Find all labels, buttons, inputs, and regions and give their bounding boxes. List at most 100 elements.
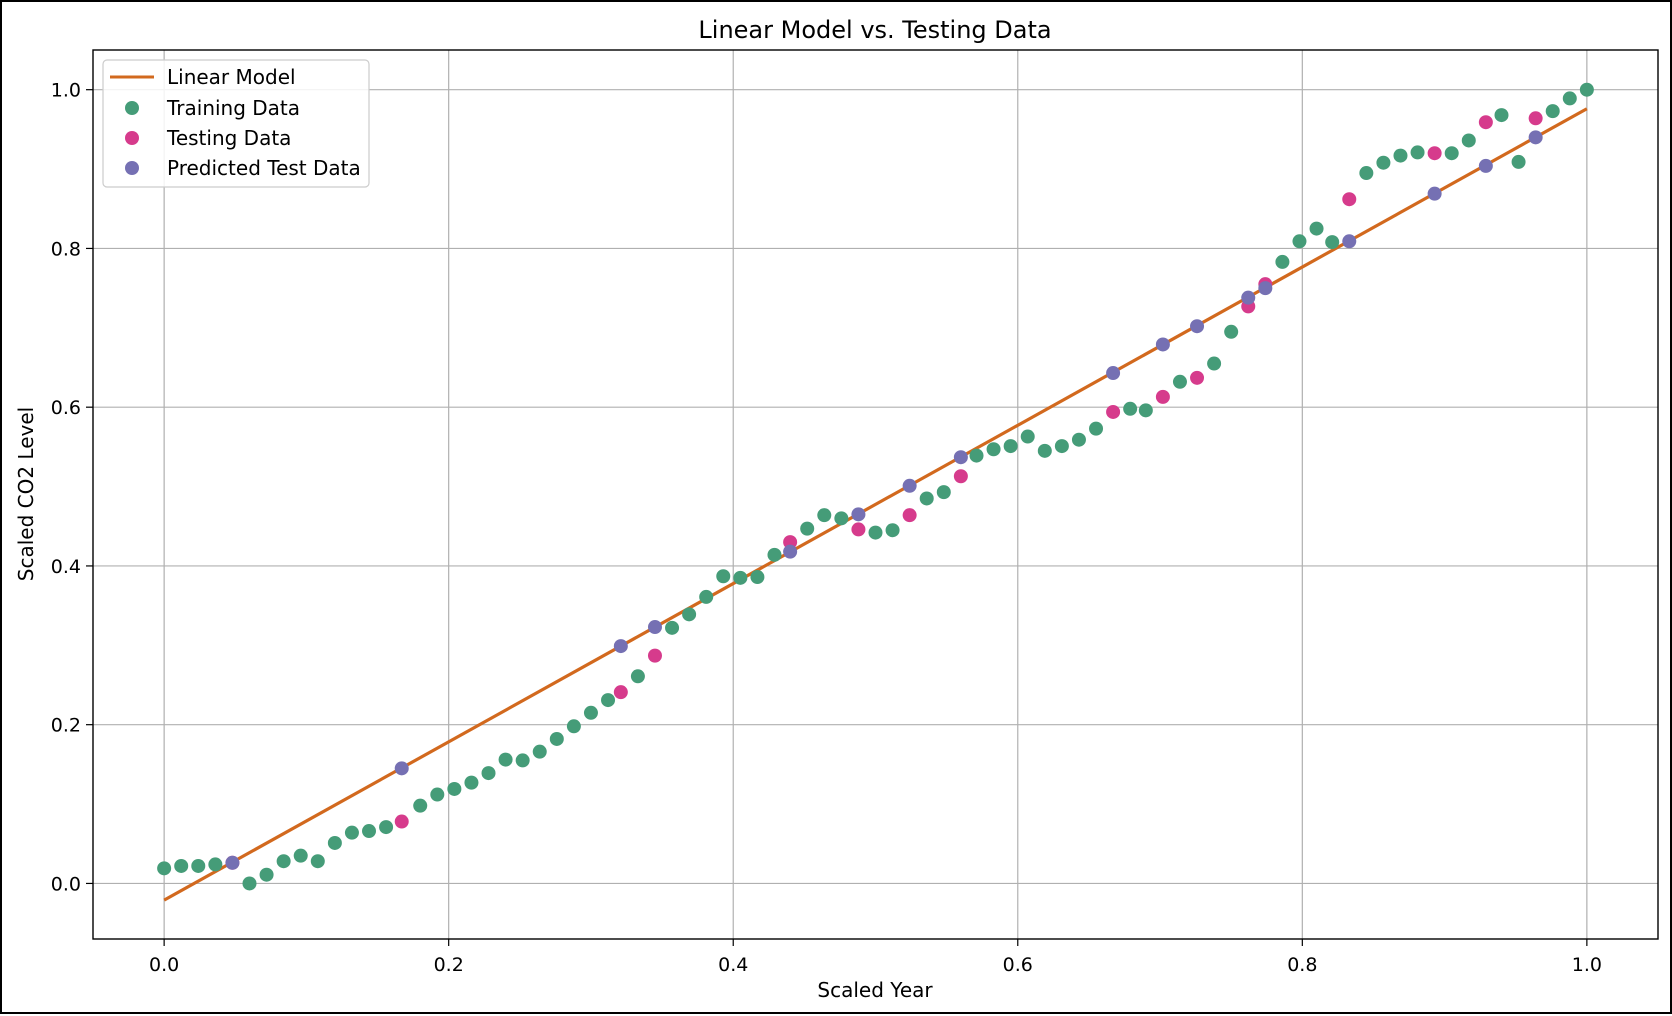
x-tick-label: 0.6 <box>1003 954 1033 976</box>
predicted-point <box>1155 337 1170 352</box>
linear-model-line <box>163 107 1588 902</box>
training-point <box>362 824 377 839</box>
y-axis-label: Scaled CO2 Level <box>14 407 38 581</box>
testing-point <box>851 522 866 537</box>
legend-swatch-testing <box>125 131 139 145</box>
training-point <box>1292 234 1307 249</box>
training-point <box>969 448 984 463</box>
predicted-point <box>851 507 866 522</box>
training-point <box>767 547 782 562</box>
training-point <box>583 705 598 720</box>
training-point <box>817 508 832 523</box>
y-tick-label: 0.0 <box>51 873 81 895</box>
testing-point <box>613 685 628 700</box>
training-point <box>1511 154 1526 169</box>
plot-area <box>92 49 1659 940</box>
x-axis: 0.0 0.2 0.4 0.6 0.8 1.0 <box>149 939 1602 976</box>
predicted-point <box>783 544 798 559</box>
training-point <box>1071 432 1086 447</box>
training-point <box>379 820 394 835</box>
training-point <box>1172 374 1187 389</box>
testing-point <box>1427 146 1442 161</box>
training-point <box>601 693 616 708</box>
training-point <box>1410 145 1425 160</box>
y-tick-label: 0.6 <box>51 397 81 419</box>
training-point <box>344 825 359 840</box>
training-point <box>413 798 428 813</box>
x-axis-label: Scaled Year <box>817 978 933 1002</box>
training-point <box>1562 91 1577 106</box>
training-point <box>208 857 223 872</box>
training-point <box>733 570 748 585</box>
predicted-point <box>1528 130 1543 145</box>
training-point <box>1579 82 1594 97</box>
x-tick-label: 0.0 <box>149 954 179 976</box>
training-point <box>885 523 900 538</box>
training-point <box>1207 356 1222 371</box>
x-tick-label: 0.4 <box>718 954 748 976</box>
chart-title: Linear Model vs. Testing Data <box>698 16 1051 44</box>
training-point <box>242 876 257 891</box>
training-point <box>498 752 513 767</box>
training-point <box>566 719 581 734</box>
training-point <box>549 731 564 746</box>
predicted-point <box>613 639 628 654</box>
predicted-point <box>953 450 968 465</box>
training-point <box>1393 148 1408 163</box>
x-tick-label: 0.2 <box>434 954 464 976</box>
training-point <box>1054 439 1069 454</box>
training-point <box>464 775 479 790</box>
predicted-point <box>647 620 662 635</box>
training-point <box>750 570 765 585</box>
training-point <box>682 607 697 622</box>
training-point <box>1494 108 1509 123</box>
predicted-point <box>1190 319 1205 334</box>
training-point <box>919 491 934 506</box>
training-point <box>868 525 883 540</box>
legend-label-testing: Testing Data <box>166 126 291 150</box>
plot-marks <box>157 82 1594 902</box>
training-point <box>1376 155 1391 170</box>
predicted-point <box>225 855 240 870</box>
training-point <box>532 744 547 759</box>
legend-label-linear-model: Linear Model <box>167 65 296 89</box>
training-point <box>1089 421 1104 436</box>
training-point <box>276 854 291 869</box>
training-point <box>293 848 308 863</box>
training-point <box>1461 133 1476 148</box>
training-point <box>630 669 645 684</box>
training-point <box>430 787 445 802</box>
training-point <box>699 589 714 604</box>
testing-point <box>1190 370 1205 385</box>
x-tick-label: 1.0 <box>1572 954 1602 976</box>
training-point <box>1309 221 1324 236</box>
legend-swatch-predicted <box>125 161 139 175</box>
testing-point <box>1342 192 1357 207</box>
training-point <box>1275 254 1290 269</box>
x-tick-label: 0.8 <box>1287 954 1317 976</box>
training-point <box>1325 235 1340 250</box>
testing-point <box>1478 115 1493 130</box>
y-axis: 0.0 0.2 0.4 0.6 0.8 1.0 <box>51 80 93 895</box>
predicted-point <box>1427 186 1442 201</box>
training-point <box>259 867 274 882</box>
training-point <box>1020 429 1035 444</box>
testing-point <box>1106 404 1121 419</box>
training-point <box>1545 104 1560 119</box>
training-point <box>191 858 206 873</box>
predicted-point <box>1478 158 1493 173</box>
testing-point <box>394 814 409 829</box>
training-point <box>327 835 342 850</box>
training-point <box>1037 443 1052 458</box>
predicted-point <box>902 478 917 493</box>
training-point <box>1444 146 1459 161</box>
testing-point <box>953 469 968 484</box>
legend-swatch-training <box>125 101 139 115</box>
testing-point <box>902 508 917 523</box>
training-point <box>1359 166 1374 181</box>
training-point <box>665 620 680 635</box>
legend-label-predicted: Predicted Test Data <box>167 156 361 180</box>
legend-box <box>102 59 370 188</box>
